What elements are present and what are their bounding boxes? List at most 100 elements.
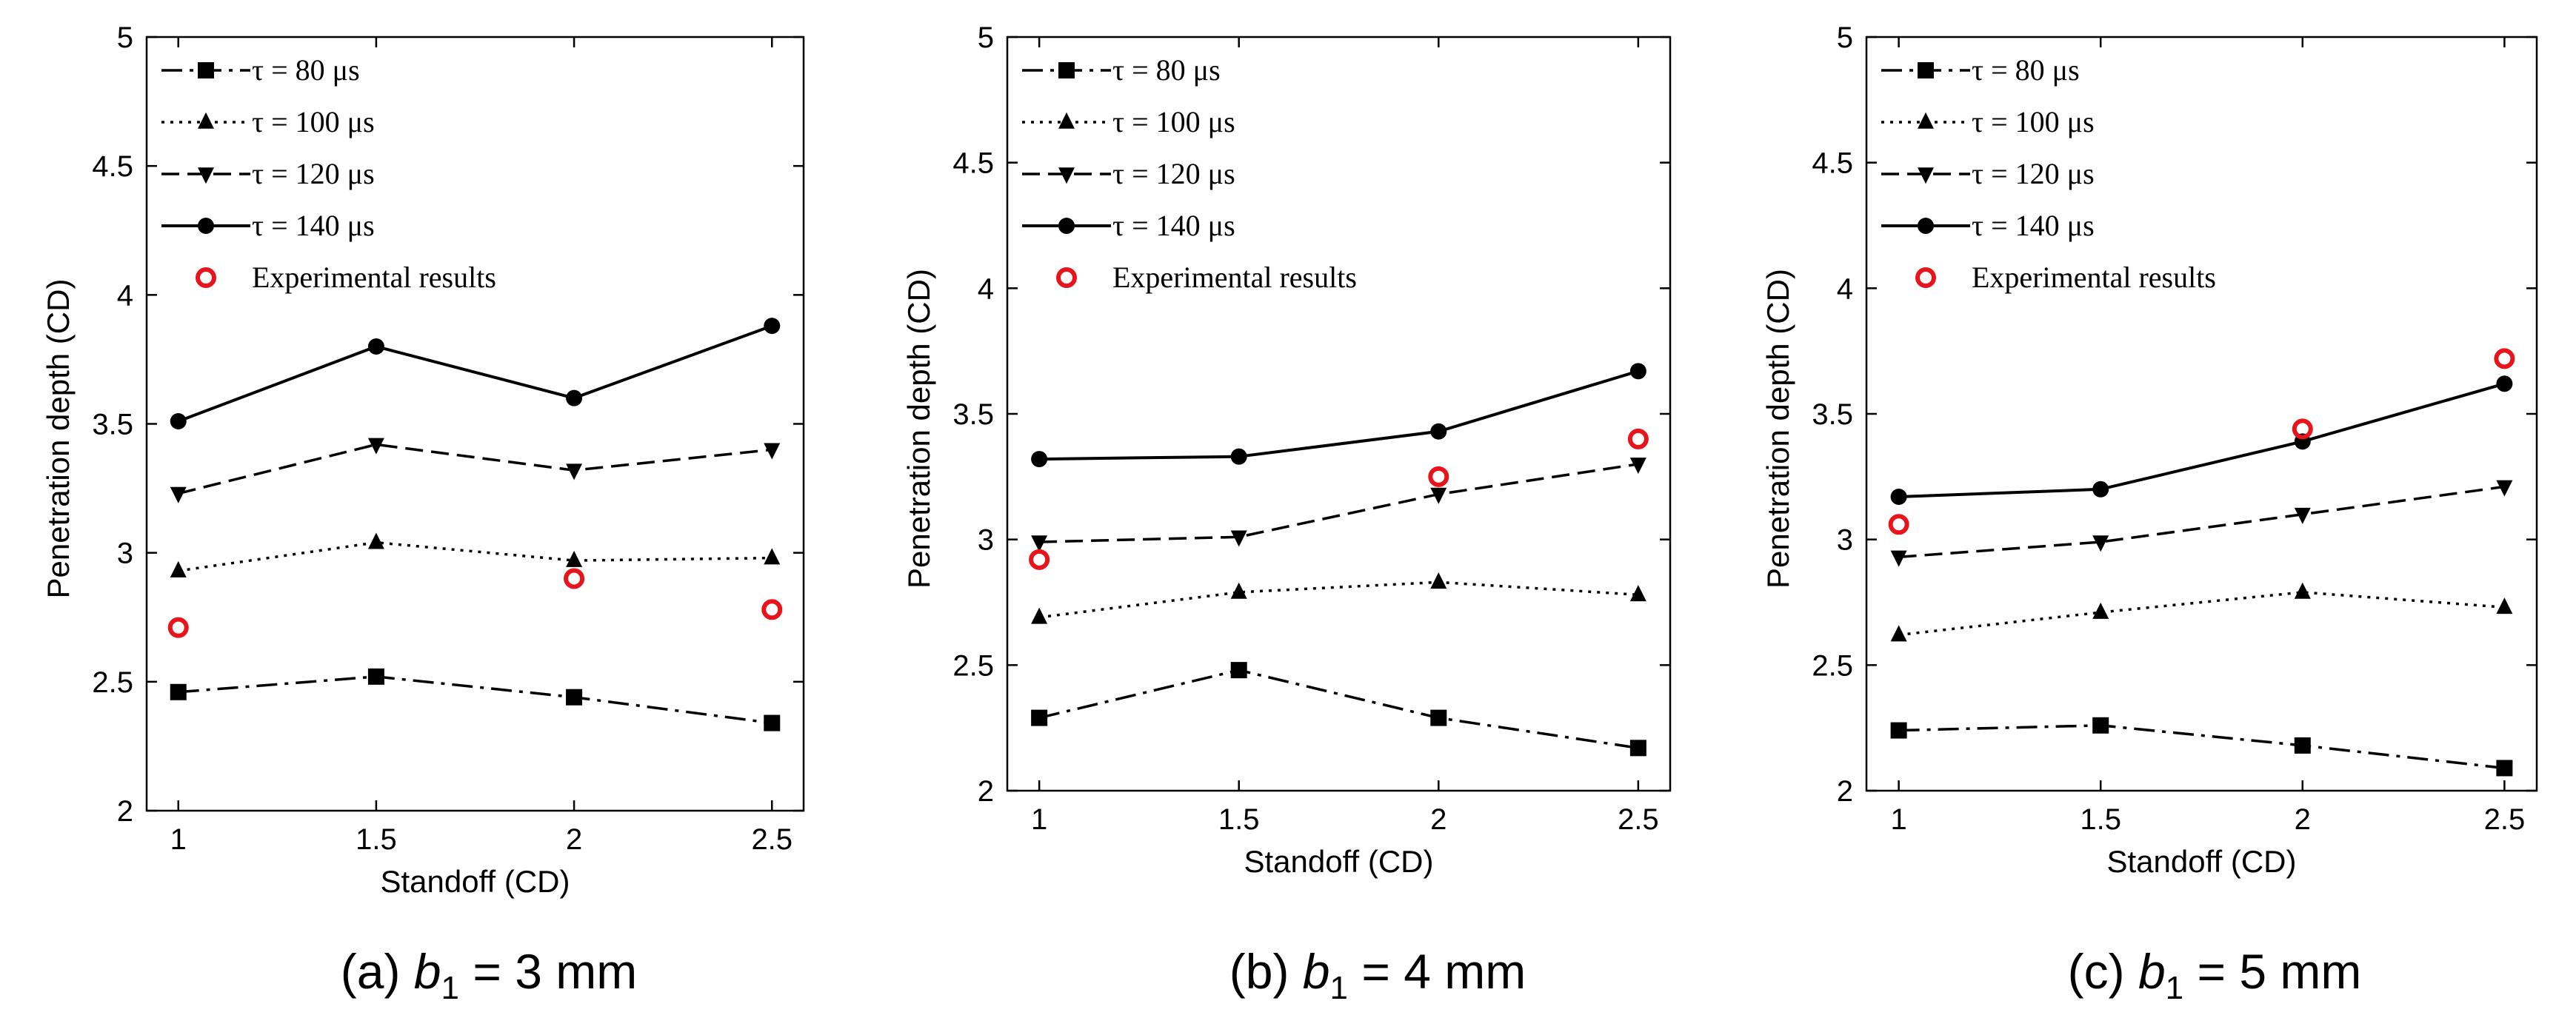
x-axis-label: Standoff (CD) (1244, 844, 1434, 879)
x-tick-label: 1.5 (2080, 803, 2121, 836)
series-line-1 (1038, 669, 1639, 750)
x-tick-label: 2 (2295, 803, 2311, 836)
x-axis-label: Standoff (CD) (381, 864, 570, 899)
series-1-point (1031, 709, 1048, 726)
series-1-point (2092, 717, 2109, 734)
legend-marker-4 (1918, 218, 1934, 234)
y-tick-label: 4.5 (1812, 147, 1853, 180)
y-tick-label: 4.5 (92, 150, 133, 183)
series-2-point (170, 560, 187, 577)
series-2-point (566, 550, 583, 567)
plot-frame (145, 36, 805, 812)
series-4-point (1230, 448, 1247, 465)
y-tick-label: 3.5 (1812, 398, 1853, 431)
series-3-point (764, 443, 781, 460)
y-tick-label: 3 (978, 524, 994, 557)
legend-label-experimental: Experimental results (1972, 261, 2216, 294)
series-line-2 (1898, 591, 2505, 637)
legend-marker-1 (198, 62, 214, 78)
experimental-point (1428, 466, 1449, 487)
series-4-point (566, 389, 583, 406)
series-4-point (764, 318, 781, 335)
series-3-point (1629, 458, 1646, 475)
series-3-point (2496, 480, 2513, 497)
series-3-point (566, 463, 583, 480)
y-tick-label: 2 (978, 775, 994, 808)
experimental-point (1029, 549, 1050, 570)
y-tick-label: 5 (1837, 21, 1853, 54)
series-1-point (367, 668, 384, 685)
x-tick-label: 2.5 (2484, 803, 2526, 836)
x-tick-label: 1 (170, 823, 187, 856)
x-tick-label: 2.5 (751, 823, 793, 856)
x-tick-label: 1 (1890, 803, 1906, 836)
legend-marker-4 (1058, 218, 1075, 234)
experimental-point (167, 617, 189, 638)
y-axis-label: Penetration depth (CD) (901, 269, 936, 589)
series-2-point (2496, 597, 2513, 615)
series-3-point (1230, 530, 1247, 547)
series-1-point (1430, 709, 1447, 726)
series-2-point (2294, 582, 2311, 599)
y-tick-label: 3.5 (92, 409, 133, 441)
legend-label-3: τ = 120 μs (1972, 157, 2095, 190)
experimental-point (2292, 418, 2313, 440)
x-tick-label: 2 (1430, 803, 1447, 836)
legend-label-2: τ = 100 μs (1112, 105, 1235, 138)
series-4-point (1430, 423, 1447, 440)
y-tick-label: 4.5 (952, 147, 994, 180)
series-3-point (2294, 507, 2311, 524)
experimental-point (761, 599, 783, 620)
legend-label-2: τ = 100 μs (1972, 105, 2095, 138)
series-3-point (367, 438, 384, 455)
y-tick-label: 3 (1837, 524, 1853, 557)
y-axis-label: Penetration depth (CD) (41, 279, 76, 599)
series-2-point (367, 532, 384, 549)
y-tick-label: 5 (978, 21, 994, 54)
series-1-point (1890, 722, 1907, 739)
experimental-point (1627, 428, 1649, 449)
y-tick-label: 2.5 (92, 666, 133, 699)
y-tick-label: 2.5 (1812, 649, 1853, 682)
x-tick-label: 2.5 (1618, 803, 1659, 836)
legend-marker-experimental (1056, 267, 1077, 288)
legend-marker-2 (198, 112, 214, 129)
legend-label-4: τ = 140 μs (1112, 209, 1235, 242)
legend-marker-2 (1918, 112, 1934, 129)
series-2-point (764, 548, 781, 565)
series-4-point (2496, 375, 2513, 392)
series-4-point (2092, 480, 2109, 498)
series-line-4 (1898, 382, 2505, 498)
series-1-point (2294, 737, 2311, 754)
x-tick-label: 1.5 (1218, 803, 1260, 836)
series-1-point (764, 714, 781, 731)
legend-marker-experimental (196, 267, 216, 288)
y-tick-label: 2.5 (952, 649, 994, 682)
series-3-point (170, 486, 187, 503)
y-tick-label: 3.5 (952, 398, 994, 431)
panel-caption: (b) b1 = 4 mm (1229, 944, 1526, 1006)
series-line-2 (1038, 580, 1638, 619)
legend-label-2: τ = 100 μs (252, 105, 375, 138)
series-2-point (1430, 572, 1447, 589)
y-tick-label: 4 (117, 279, 133, 312)
y-tick-label: 2 (117, 795, 133, 828)
legend-marker-1 (1918, 62, 1934, 78)
series-line-4 (1039, 369, 1639, 461)
legend-marker-3 (1918, 167, 1934, 184)
y-tick-label: 4 (978, 272, 994, 305)
series-2-point (2092, 602, 2109, 619)
legend-marker-4 (198, 218, 214, 234)
panel-caption: (c) b1 = 5 mm (2068, 944, 2362, 1006)
series-4-point (367, 338, 384, 355)
series-2-point (1031, 607, 1048, 624)
legend-marker-3 (198, 167, 214, 184)
x-tick-label: 1.5 (356, 823, 397, 856)
series-4-point (1031, 451, 1048, 468)
legend-label-experimental: Experimental results (1112, 261, 1357, 294)
chart-panel-2: 2 2.5 3 3.5 4 4.5 5 1 1.5 2 2.5 Standoff (CD) Penetr… (901, 21, 1672, 1006)
legend-marker-3 (1058, 167, 1075, 184)
series-line-4 (178, 324, 773, 423)
